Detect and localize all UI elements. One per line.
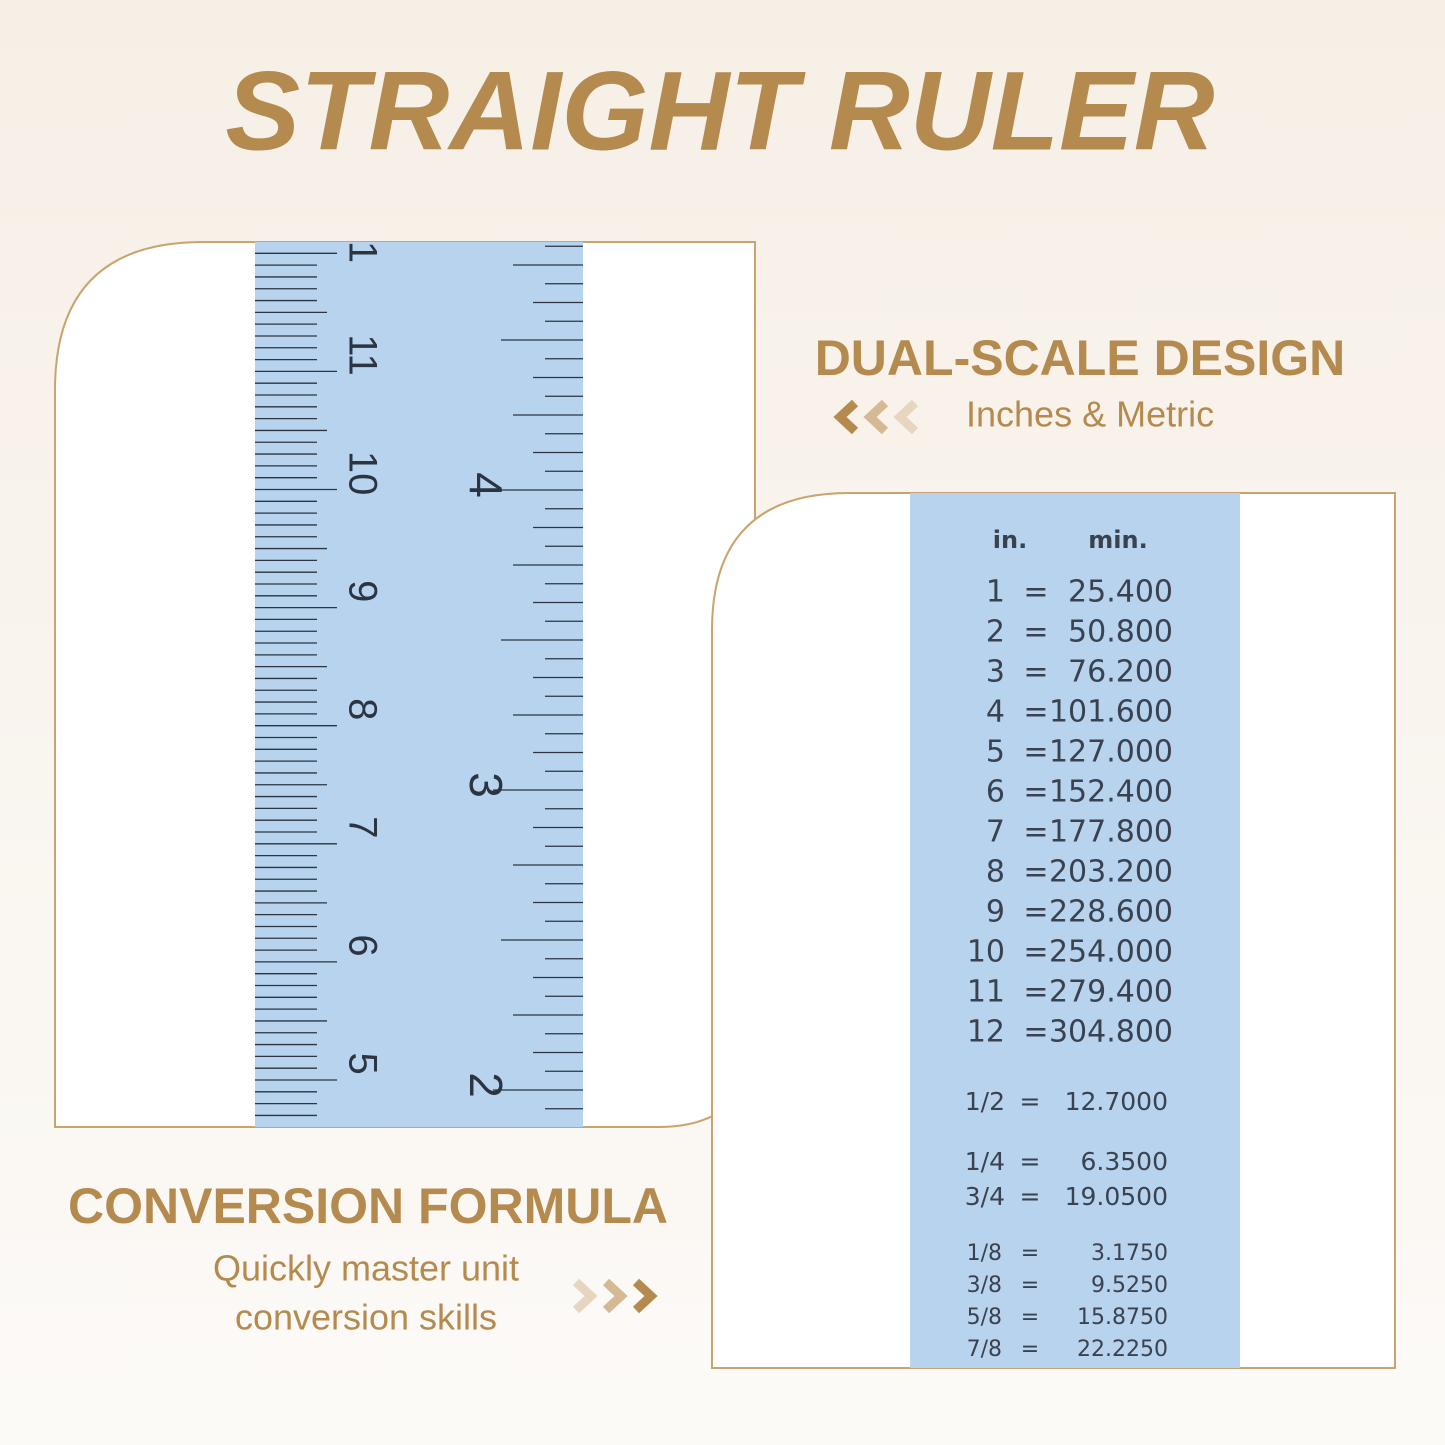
row-inches: 1/4: [965, 1147, 1005, 1176]
feature-heading: DUAL-SCALE DESIGN: [815, 330, 1346, 386]
row-millimeters: 76.200: [1068, 655, 1173, 690]
row-millimeters: 12.7000: [1065, 1087, 1168, 1116]
row-millimeters: 177.800: [1049, 815, 1173, 850]
ruler-back: [910, 493, 1240, 1368]
row-equals: =: [1023, 935, 1048, 970]
chevrons-right: [572, 1278, 658, 1314]
row-equals: =: [1020, 1147, 1041, 1176]
row-equals: =: [1021, 1305, 1039, 1330]
row-inches: 3: [986, 655, 1005, 690]
row-inches: 7/8: [967, 1337, 1002, 1362]
row-millimeters: 22.2250: [1077, 1337, 1168, 1362]
row-millimeters: 3.1750: [1091, 1241, 1168, 1266]
row-millimeters: 304.800: [1049, 1015, 1173, 1050]
inch-label: 3: [460, 772, 512, 798]
row-millimeters: 254.000: [1049, 935, 1173, 970]
row-inches: 5/8: [967, 1305, 1002, 1330]
row-inches: 9: [986, 895, 1005, 930]
row-equals: =: [1023, 775, 1048, 810]
row-equals: =: [1023, 1015, 1048, 1050]
cm-label: 8: [340, 698, 384, 720]
row-millimeters: 279.400: [1049, 975, 1173, 1010]
feature-heading: CONVERSION FORMULA: [68, 1178, 668, 1234]
row-equals: =: [1020, 1182, 1041, 1211]
row-inches: 1/8: [967, 1241, 1002, 1266]
cm-label: 1: [340, 241, 384, 263]
row-equals: =: [1023, 575, 1048, 610]
row-millimeters: 6.3500: [1081, 1147, 1168, 1176]
feature-text: Inches & Metric: [966, 394, 1214, 435]
row-inches: 4: [986, 695, 1005, 730]
row-millimeters: 15.8750: [1077, 1305, 1168, 1330]
row-inches: 11: [967, 975, 1005, 1010]
row-millimeters: 19.0500: [1065, 1182, 1168, 1211]
row-equals: =: [1023, 695, 1048, 730]
table-header: min.: [1088, 526, 1147, 554]
row-inches: 3/8: [967, 1273, 1002, 1298]
feature-text: conversion skills: [235, 1297, 497, 1338]
row-inches: 10: [967, 935, 1005, 970]
chevrons-left: [833, 399, 919, 435]
inch-label: 4: [460, 472, 512, 498]
row-inches: 1: [986, 575, 1005, 610]
cm-label: 7: [340, 816, 384, 838]
row-millimeters: 152.400: [1049, 775, 1173, 810]
row-millimeters: 228.600: [1049, 895, 1173, 930]
row-equals: =: [1023, 735, 1048, 770]
title: STRAIGHT RULER: [225, 49, 1214, 174]
table-header: in.: [993, 526, 1027, 554]
feature-text: Quickly master unit: [213, 1248, 519, 1289]
row-equals: =: [1023, 815, 1048, 850]
cm-label: 6: [340, 934, 384, 956]
row-equals: =: [1023, 895, 1048, 930]
row-equals: =: [1021, 1273, 1039, 1298]
row-equals: =: [1023, 975, 1048, 1010]
row-equals: =: [1021, 1337, 1039, 1362]
row-inches: 8: [986, 855, 1005, 890]
row-millimeters: 9.5250: [1091, 1273, 1168, 1298]
row-equals: =: [1023, 855, 1048, 890]
row-millimeters: 127.000: [1049, 735, 1173, 770]
cm-label: 5: [340, 1052, 384, 1074]
row-equals: =: [1023, 655, 1048, 690]
row-equals: =: [1023, 615, 1048, 650]
ruler-body: [255, 242, 583, 1127]
row-millimeters: 25.400: [1068, 575, 1173, 610]
row-millimeters: 203.200: [1049, 855, 1173, 890]
table-strip: [910, 493, 1240, 1368]
row-inches: 2: [986, 615, 1005, 650]
row-inches: 6: [986, 775, 1005, 810]
row-equals: =: [1021, 1241, 1039, 1266]
row-millimeters: 101.600: [1049, 695, 1173, 730]
cm-label: 10: [340, 451, 384, 496]
row-inches: 1/2: [965, 1087, 1005, 1116]
cm-label: 9: [340, 580, 384, 602]
inch-label: 2: [460, 1072, 512, 1098]
row-inches: 5: [986, 735, 1005, 770]
row-millimeters: 50.800: [1068, 615, 1173, 650]
row-inches: 12: [967, 1015, 1005, 1050]
cm-label: 11: [340, 334, 384, 376]
row-inches: 7: [986, 815, 1005, 850]
row-inches: 3/4: [965, 1182, 1005, 1211]
row-equals: =: [1020, 1087, 1041, 1116]
